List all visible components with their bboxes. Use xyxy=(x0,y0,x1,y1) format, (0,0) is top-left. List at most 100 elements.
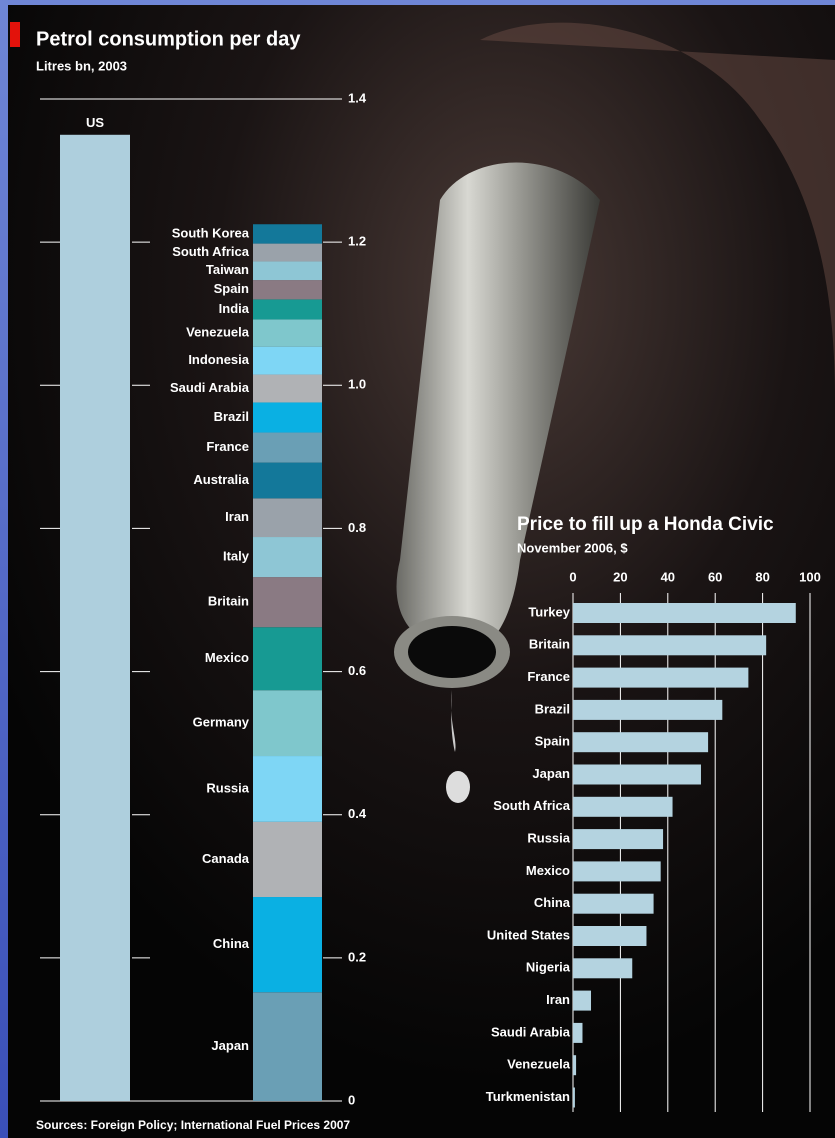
bar-label: US xyxy=(86,115,104,130)
chart-title: Price to fill up a Honda Civic xyxy=(517,514,774,535)
bar-segment xyxy=(253,537,322,578)
y-tick-label: United States xyxy=(487,927,570,942)
y-tick-label: 0.4 xyxy=(348,806,367,821)
bar-segment xyxy=(253,690,322,757)
y-tick-label: Nigeria xyxy=(526,960,571,975)
hand-shape xyxy=(480,22,835,401)
bar xyxy=(573,1022,583,1043)
bar xyxy=(573,990,592,1011)
x-tick-label: 20 xyxy=(613,569,627,584)
segment-label: Mexico xyxy=(205,650,249,665)
bar-segment xyxy=(253,756,322,822)
y-tick-label: 1.2 xyxy=(348,234,366,249)
bar xyxy=(573,1087,575,1108)
x-tick-label: 100 xyxy=(799,569,821,584)
bar-segment xyxy=(253,299,322,320)
bar-segment xyxy=(253,280,322,300)
bar-segment xyxy=(253,897,322,993)
bar xyxy=(573,764,701,785)
bar-segment xyxy=(60,134,130,1102)
segment-label: South Africa xyxy=(172,244,250,259)
bar xyxy=(573,1055,577,1076)
nozzle-hole xyxy=(408,626,496,678)
bar-segment xyxy=(253,319,322,347)
y-tick-label: Saudi Arabia xyxy=(491,1024,571,1039)
bar-segment xyxy=(253,432,322,463)
y-tick-label: Brazil xyxy=(535,701,570,716)
y-tick-label: 0.2 xyxy=(348,949,366,964)
y-tick-label: 0.8 xyxy=(348,520,366,535)
y-tick-label: Mexico xyxy=(526,863,570,878)
segment-label: Indonesia xyxy=(188,352,249,367)
x-tick-label: 40 xyxy=(661,569,675,584)
y-tick-label: 1.4 xyxy=(348,90,367,105)
nozzle xyxy=(396,162,600,653)
segment-label: Venezuela xyxy=(186,324,250,339)
y-tick-label: 0.6 xyxy=(348,663,366,678)
x-tick-label: 80 xyxy=(755,569,769,584)
source-note: Sources: Foreign Policy; International F… xyxy=(36,1118,350,1132)
segment-label: Russia xyxy=(206,780,249,795)
bar-segment xyxy=(253,821,322,898)
segment-label: Saudi Arabia xyxy=(170,380,250,395)
segment-label: Germany xyxy=(193,715,250,730)
x-tick-label: 0 xyxy=(569,569,576,584)
bar xyxy=(573,861,661,882)
y-tick-label: 1.0 xyxy=(348,377,366,392)
segment-label: Canada xyxy=(202,851,250,866)
bar xyxy=(573,958,633,979)
segment-label: Spain xyxy=(214,281,249,296)
bar xyxy=(573,603,796,623)
bar-segment xyxy=(253,224,322,244)
segment-label: Italy xyxy=(223,548,250,563)
y-tick-label: Venezuela xyxy=(507,1057,571,1072)
bar xyxy=(573,667,749,688)
bar-segment xyxy=(253,374,322,403)
segment-label: Brazil xyxy=(214,409,249,424)
y-tick-label: Japan xyxy=(532,766,570,781)
y-tick-label: France xyxy=(527,669,570,684)
y-tick-label: Iran xyxy=(546,992,570,1007)
bar-segment xyxy=(253,402,322,433)
bar xyxy=(573,893,654,914)
chart-subtitle: Litres bn, 2003 xyxy=(36,58,127,73)
bar-segment xyxy=(253,243,322,262)
y-tick-label: 0 xyxy=(348,1092,355,1107)
y-tick-label: South Africa xyxy=(493,798,571,813)
bar-segment xyxy=(253,462,322,499)
bar-segment xyxy=(253,346,322,375)
segment-label: Australia xyxy=(193,472,249,487)
drip xyxy=(451,690,456,752)
y-tick-label: China xyxy=(534,895,571,910)
bar-segment xyxy=(253,498,322,538)
y-tick-label: Russia xyxy=(527,831,570,846)
chart-title: Petrol consumption per day xyxy=(36,28,301,50)
y-tick-label: Britain xyxy=(529,637,570,652)
segment-label: India xyxy=(219,301,250,316)
bar xyxy=(573,635,767,656)
bar xyxy=(573,699,723,720)
segment-label: China xyxy=(213,936,250,951)
y-tick-label: Spain xyxy=(535,734,570,749)
bar xyxy=(573,796,673,817)
y-tick-label: Turkmenistan xyxy=(486,1089,570,1104)
accent-bar xyxy=(10,22,20,47)
y-tick-label: Turkey xyxy=(528,604,570,619)
segment-label: Japan xyxy=(211,1038,249,1053)
chart-subtitle: November 2006, $ xyxy=(517,540,628,555)
segment-label: Taiwan xyxy=(206,262,249,277)
segment-label: Britain xyxy=(208,594,249,609)
bar xyxy=(573,732,709,753)
segment-label: South Korea xyxy=(172,225,250,240)
segment-label: Iran xyxy=(225,509,249,524)
x-tick-label: 60 xyxy=(708,569,722,584)
bar xyxy=(573,926,647,946)
bar-segment xyxy=(253,627,322,691)
drop xyxy=(446,771,470,803)
bar xyxy=(573,829,664,850)
bar-segment xyxy=(253,577,322,628)
bar-segment xyxy=(253,261,322,281)
segment-label: France xyxy=(206,439,249,454)
bar-segment xyxy=(253,992,322,1101)
